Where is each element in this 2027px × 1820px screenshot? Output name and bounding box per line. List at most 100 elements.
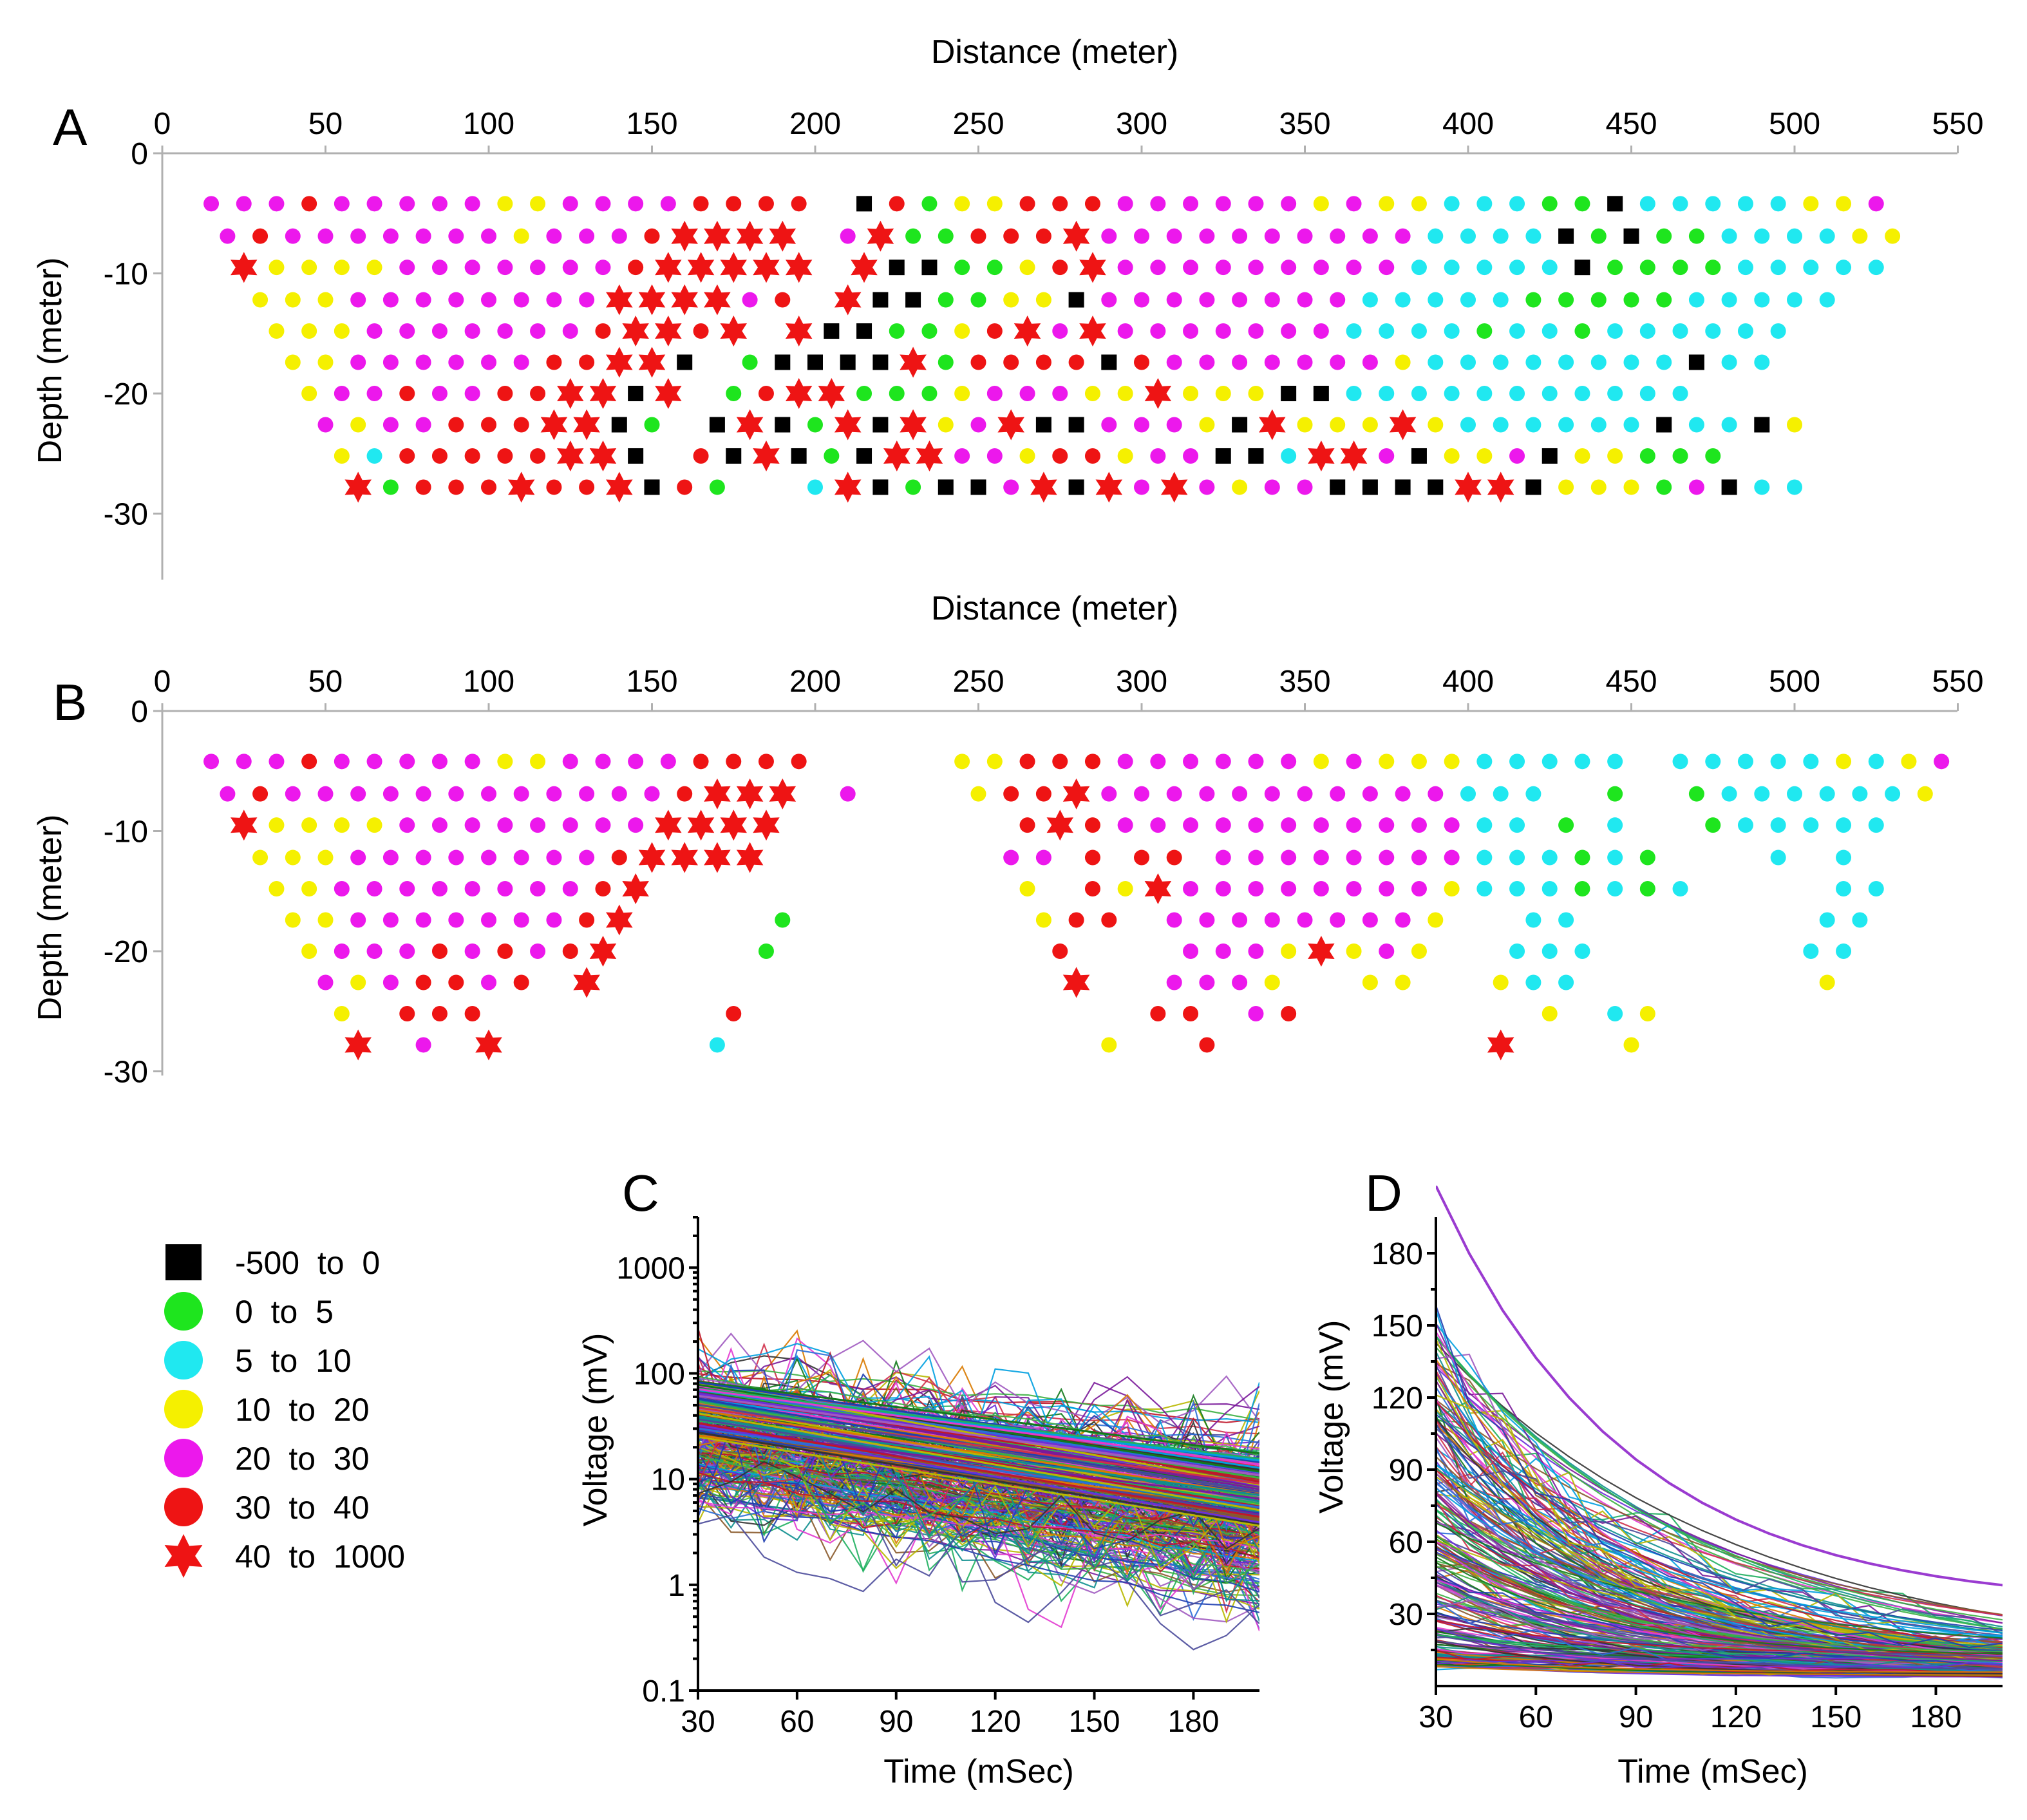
x-tick-label: 500 xyxy=(1769,107,1820,141)
data-point xyxy=(986,260,1003,276)
data-point xyxy=(1379,448,1395,464)
x-tick-label: 500 xyxy=(1769,665,1820,699)
data-point xyxy=(1232,974,1248,991)
x-tick-label: 250 xyxy=(952,107,1004,141)
data-point xyxy=(1035,292,1051,308)
data-point xyxy=(1019,817,1035,833)
data-point xyxy=(1754,292,1770,308)
data-point xyxy=(1379,849,1395,866)
data-point xyxy=(350,417,366,433)
data-point xyxy=(1019,386,1035,401)
data-point xyxy=(1411,943,1427,959)
data-point xyxy=(1525,228,1541,244)
data-point xyxy=(1150,260,1166,276)
data-point xyxy=(872,292,889,308)
data-point xyxy=(334,448,350,464)
x-tick-label: 150 xyxy=(1810,1700,1862,1734)
data-point xyxy=(1509,817,1525,833)
x-tick-label: 150 xyxy=(626,665,677,699)
data-point xyxy=(1574,260,1590,276)
data-point xyxy=(1656,228,1672,244)
panel-c-series-lines xyxy=(698,1327,1259,1651)
data-point xyxy=(840,786,856,802)
data-point xyxy=(530,817,546,833)
data-point xyxy=(481,849,496,866)
data-point xyxy=(1330,228,1346,244)
data-point xyxy=(1183,386,1199,401)
data-point xyxy=(1819,912,1835,928)
panel-d-letter: D xyxy=(1365,1164,1402,1222)
data-point xyxy=(1330,479,1346,495)
data-point xyxy=(350,912,366,928)
data-point xyxy=(334,386,350,401)
data-point xyxy=(606,471,633,503)
data-point xyxy=(1150,754,1166,770)
data-point xyxy=(1688,479,1704,495)
data-point xyxy=(1166,849,1182,866)
data-point xyxy=(1639,448,1655,464)
data-point xyxy=(1150,448,1166,464)
data-point xyxy=(562,260,578,276)
data-point xyxy=(334,196,350,212)
data-point xyxy=(970,786,986,802)
yellow-circle-icon xyxy=(164,1390,203,1428)
series-line xyxy=(698,1493,1259,1613)
data-point xyxy=(1590,354,1607,370)
data-point xyxy=(1379,881,1395,897)
data-point xyxy=(704,284,731,316)
data-point xyxy=(1232,292,1248,308)
data-point xyxy=(1455,471,1482,503)
data-point xyxy=(1639,881,1655,897)
data-point xyxy=(655,378,682,409)
data-point xyxy=(382,786,399,802)
data-point xyxy=(1313,260,1329,276)
data-point xyxy=(1623,228,1639,244)
data-point xyxy=(1607,260,1623,276)
data-point xyxy=(1084,849,1100,866)
data-point xyxy=(687,252,715,283)
data-point xyxy=(1346,754,1362,770)
data-point xyxy=(1035,417,1051,433)
series-line xyxy=(1436,1410,2003,1633)
data-point xyxy=(269,323,285,339)
data-point xyxy=(497,260,513,276)
data-point xyxy=(938,417,954,433)
data-point xyxy=(1509,386,1525,401)
cyan-circle-icon xyxy=(164,1341,203,1379)
y-tick-label: -10 xyxy=(104,815,148,849)
panel-c-y-axis-title: Voltage (mV) xyxy=(577,1333,614,1527)
data-point xyxy=(1411,849,1427,866)
series-line xyxy=(698,1406,1259,1610)
data-point xyxy=(1590,417,1607,433)
data-point xyxy=(671,842,698,873)
data-point xyxy=(1308,936,1335,967)
data-point xyxy=(628,817,644,833)
data-point xyxy=(693,196,709,212)
data-point xyxy=(1183,448,1199,464)
data-point xyxy=(954,323,970,339)
series-line xyxy=(1436,1640,2003,1674)
x-tick-label: 60 xyxy=(780,1705,814,1739)
data-point xyxy=(1819,228,1835,244)
data-point xyxy=(350,849,366,866)
series-line xyxy=(698,1422,1259,1518)
data-point xyxy=(366,386,382,401)
data-point xyxy=(1688,417,1704,433)
data-point xyxy=(1046,810,1073,841)
data-point xyxy=(269,260,285,276)
data-point xyxy=(1144,873,1172,904)
data-point xyxy=(1166,292,1182,308)
data-point xyxy=(557,441,584,471)
data-point xyxy=(557,378,584,409)
data-point xyxy=(415,974,431,991)
y-tick-label: -20 xyxy=(104,377,148,412)
data-point xyxy=(1313,386,1329,401)
data-point xyxy=(628,386,644,401)
data-point xyxy=(1476,196,1493,212)
data-point xyxy=(1362,974,1378,991)
data-point xyxy=(562,943,578,959)
data-point xyxy=(1248,817,1264,833)
data-point xyxy=(1509,849,1525,866)
data-point xyxy=(382,912,399,928)
data-point xyxy=(905,292,921,308)
